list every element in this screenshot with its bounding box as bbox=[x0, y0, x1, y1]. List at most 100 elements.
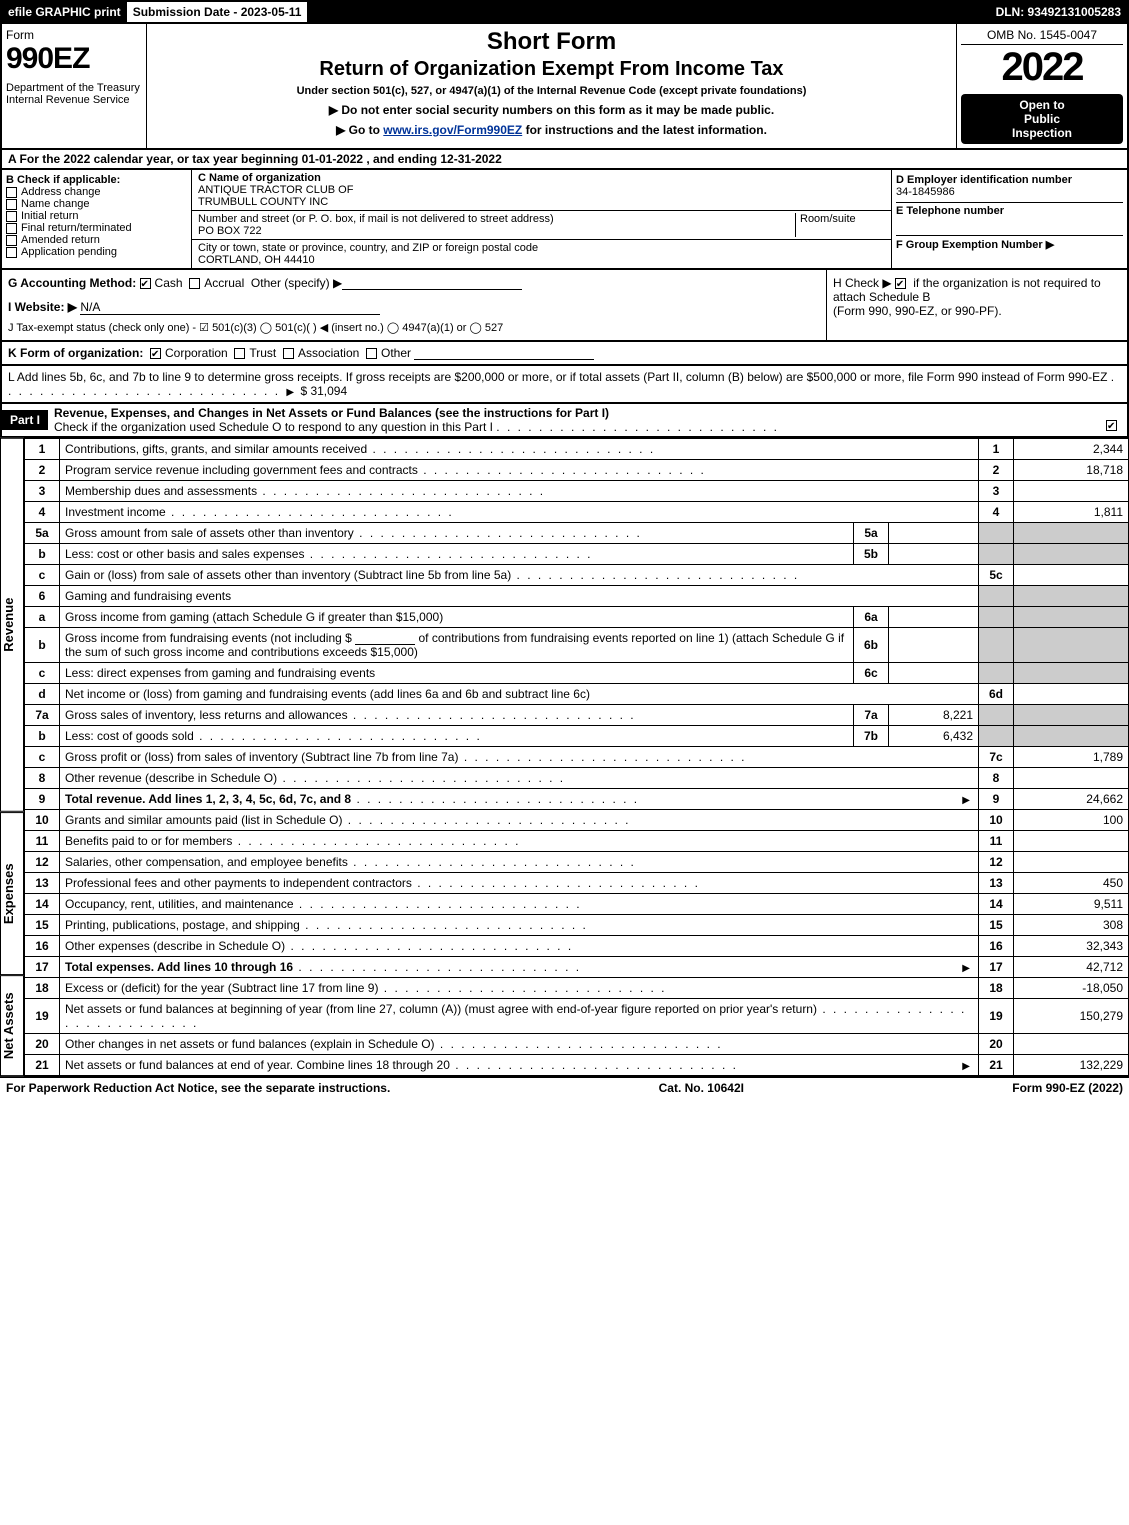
header-left: Form 990EZ Department of the Treasury In… bbox=[2, 24, 147, 148]
line-num: 12 bbox=[25, 852, 60, 873]
efile-label: efile GRAPHIC print bbox=[2, 2, 127, 22]
shaded-cell bbox=[979, 544, 1014, 565]
checkbox-icon[interactable] bbox=[234, 348, 245, 359]
b-opt-initial: Initial return bbox=[6, 210, 187, 222]
line-ref: 10 bbox=[979, 810, 1014, 831]
checkbox-icon[interactable] bbox=[283, 348, 294, 359]
part-i-sub: Check if the organization used Schedule … bbox=[54, 420, 493, 434]
header-mid: Short Form Return of Organization Exempt… bbox=[147, 24, 957, 148]
footer-mid: Cat. No. 10642I bbox=[659, 1081, 744, 1095]
g-cash: Cash bbox=[155, 276, 183, 290]
line-amount: 18,718 bbox=[1014, 460, 1129, 481]
contrib-field[interactable] bbox=[355, 631, 415, 645]
line-num: 10 bbox=[25, 810, 60, 831]
line-ref: 13 bbox=[979, 873, 1014, 894]
k-label: K Form of organization: bbox=[8, 346, 143, 360]
shaded-cell bbox=[1014, 607, 1129, 628]
g-other-field[interactable] bbox=[342, 276, 522, 290]
line-ref: 16 bbox=[979, 936, 1014, 957]
line-6: 6 Gaming and fundraising events bbox=[25, 586, 1129, 607]
line-num: 15 bbox=[25, 915, 60, 936]
line-desc: Gaming and fundraising events bbox=[60, 586, 979, 607]
line-amount: 24,662 bbox=[1014, 789, 1129, 810]
dots bbox=[232, 834, 520, 848]
dots bbox=[348, 855, 636, 869]
line-num: 17 bbox=[25, 957, 60, 978]
dots bbox=[458, 750, 746, 764]
checkbox-icon[interactable] bbox=[189, 278, 200, 289]
row-l: L Add lines 5b, 6c, and 7b to line 9 to … bbox=[0, 366, 1129, 404]
submission-date: Submission Date - 2023-05-11 bbox=[127, 2, 310, 22]
checkbox-icon[interactable] bbox=[6, 199, 17, 210]
line-6c: c Less: direct expenses from gaming and … bbox=[25, 663, 1129, 684]
line-desc: Total revenue. Add lines 1, 2, 3, 4, 5c,… bbox=[65, 792, 351, 806]
shaded-cell bbox=[1014, 586, 1129, 607]
g-other: Other (specify) ▶ bbox=[251, 276, 342, 290]
k-other-field[interactable] bbox=[414, 346, 594, 360]
public: Public bbox=[965, 112, 1119, 126]
instr-ssn: ▶ Do not enter social security numbers o… bbox=[155, 103, 948, 117]
checkbox-icon[interactable] bbox=[895, 278, 906, 289]
line-num: 20 bbox=[25, 1034, 60, 1055]
b-opt-amended: Amended return bbox=[6, 234, 187, 246]
l-text: L Add lines 5b, 6c, and 7b to line 9 to … bbox=[8, 370, 1107, 384]
checkbox-icon[interactable] bbox=[1106, 420, 1117, 431]
form-header: Form 990EZ Department of the Treasury In… bbox=[0, 24, 1129, 150]
c-addr-label: Number and street (or P. O. box, if mail… bbox=[198, 213, 795, 225]
checkbox-icon[interactable] bbox=[6, 247, 17, 258]
irs-link[interactable]: www.irs.gov/Form990EZ bbox=[383, 123, 522, 137]
h-pre: H Check ▶ bbox=[833, 276, 892, 290]
line-ref: 21 bbox=[979, 1055, 1014, 1076]
checkbox-icon[interactable] bbox=[150, 348, 161, 359]
line-amount: 450 bbox=[1014, 873, 1129, 894]
sub-label: 6a bbox=[854, 607, 889, 628]
row-a-tax-year: A For the 2022 calendar year, or tax yea… bbox=[0, 150, 1129, 170]
line-desc: Net income or (loss) from gaming and fun… bbox=[60, 684, 979, 705]
arrow-icon bbox=[959, 960, 973, 974]
line-amount: 1,789 bbox=[1014, 747, 1129, 768]
checkbox-icon[interactable] bbox=[6, 211, 17, 222]
b-opt-2: Initial return bbox=[21, 210, 78, 222]
dots bbox=[300, 918, 588, 932]
sub-amount bbox=[889, 544, 979, 565]
line-6b: b Gross income from fundraising events (… bbox=[25, 628, 1129, 663]
checkbox-icon[interactable] bbox=[6, 223, 17, 234]
line-10: 10 Grants and similar amounts paid (list… bbox=[25, 810, 1129, 831]
sub-amount bbox=[889, 607, 979, 628]
line-ref: 12 bbox=[979, 852, 1014, 873]
instr-goto-pre: ▶ Go to bbox=[336, 123, 383, 137]
l-amount: $ 31,094 bbox=[300, 384, 347, 398]
checkbox-icon[interactable] bbox=[140, 278, 151, 289]
under-section: Under section 501(c), 527, or 4947(a)(1)… bbox=[155, 85, 948, 97]
line-num: 13 bbox=[25, 873, 60, 894]
dots bbox=[511, 568, 799, 582]
dots bbox=[412, 876, 700, 890]
line-num: 9 bbox=[25, 789, 60, 810]
line-num: c bbox=[25, 747, 60, 768]
line-desc: Less: direct expenses from gaming and fu… bbox=[60, 663, 854, 684]
org-name-1: ANTIQUE TRACTOR CLUB OF bbox=[198, 184, 885, 196]
checkbox-icon[interactable] bbox=[366, 348, 377, 359]
g-label: G Accounting Method: bbox=[8, 276, 136, 290]
checkbox-icon[interactable] bbox=[6, 187, 17, 198]
lines-table: 1 Contributions, gifts, grants, and simi… bbox=[24, 438, 1129, 1076]
org-name-2: TRUMBULL COUNTY INC bbox=[198, 196, 885, 208]
shaded-cell bbox=[979, 607, 1014, 628]
dots bbox=[351, 792, 639, 806]
part-i-body: Revenue Expenses Net Assets 1 Contributi… bbox=[0, 438, 1129, 1076]
line-num: 19 bbox=[25, 999, 60, 1034]
line-ref: 19 bbox=[979, 999, 1014, 1034]
line-amount bbox=[1014, 565, 1129, 586]
sub-amount bbox=[889, 663, 979, 684]
line-ref: 6d bbox=[979, 684, 1014, 705]
line-4: 4 Investment income 4 1,811 bbox=[25, 502, 1129, 523]
open-public-box: Open to Public Inspection bbox=[961, 94, 1123, 144]
sub-amount bbox=[889, 628, 979, 663]
shaded-cell bbox=[1014, 523, 1129, 544]
line-desc: Program service revenue including govern… bbox=[65, 463, 418, 477]
checkbox-icon[interactable] bbox=[6, 235, 17, 246]
line-7c: c Gross profit or (loss) from sales of i… bbox=[25, 747, 1129, 768]
org-city: CORTLAND, OH 44410 bbox=[198, 254, 885, 266]
line-amount bbox=[1014, 481, 1129, 502]
line-amount bbox=[1014, 1034, 1129, 1055]
